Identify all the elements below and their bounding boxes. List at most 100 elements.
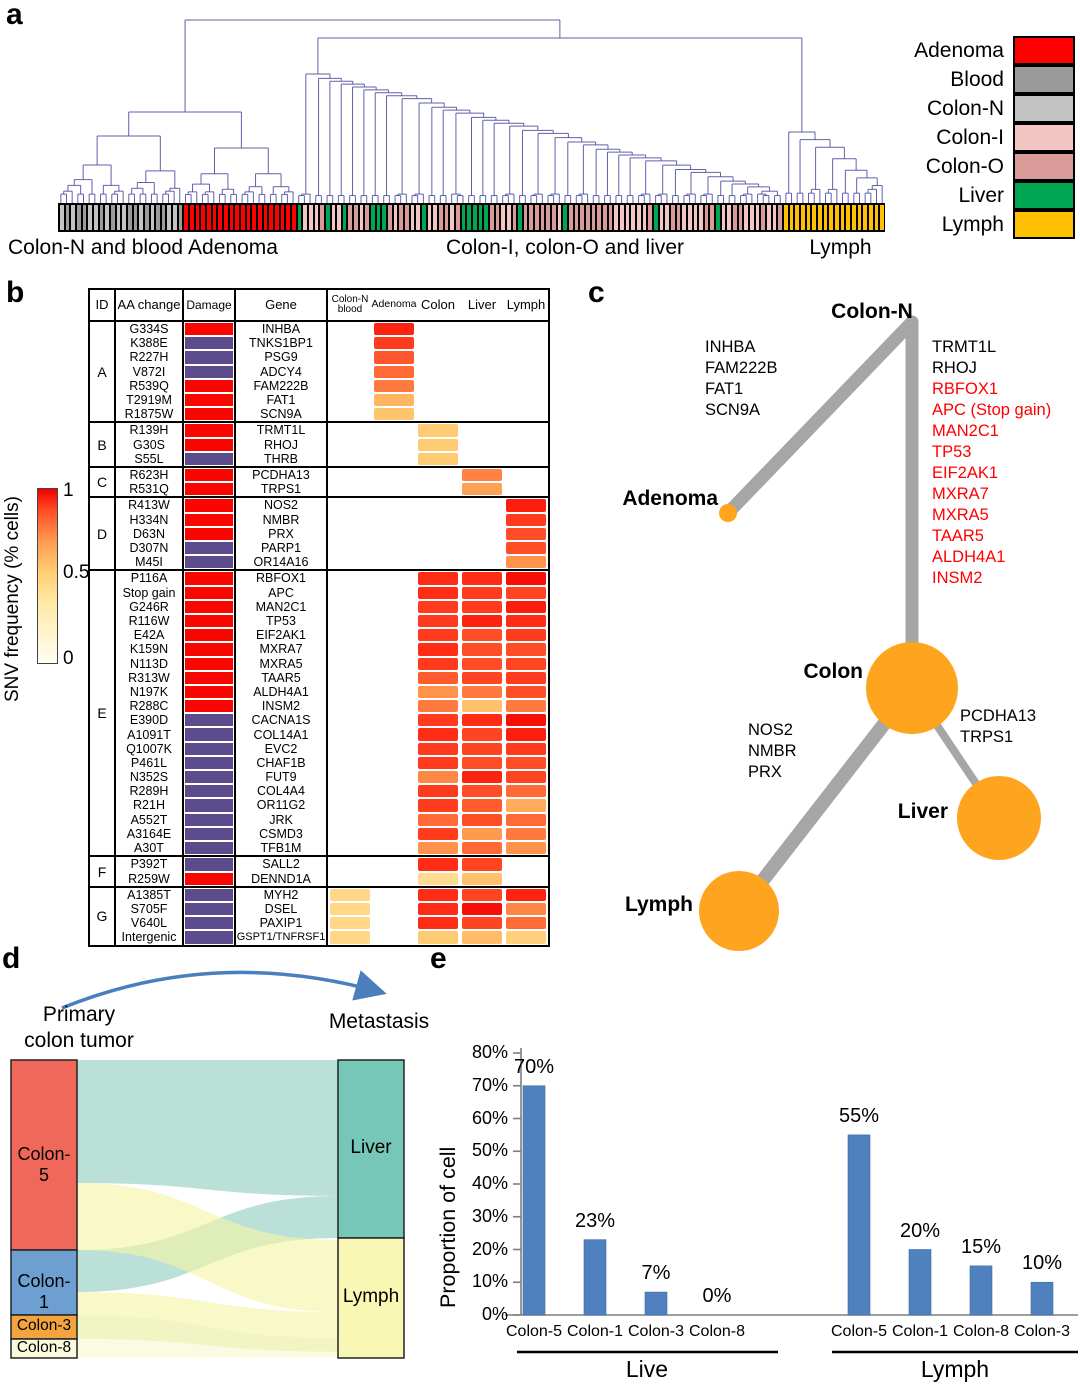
leaf-adenoma	[223, 204, 229, 231]
leaf-adenoma	[211, 204, 218, 231]
y-tick-label: 60%	[471, 1107, 508, 1128]
gene-cell: THRB	[263, 451, 299, 466]
heat-cell-liver	[460, 813, 504, 827]
heat-value	[418, 742, 458, 755]
gene-cell: CSMD3	[259, 826, 303, 841]
heat-cell-adenoma	[372, 541, 416, 555]
damage-cell	[184, 423, 234, 437]
leaf-colon-i	[766, 204, 772, 231]
leaf-colon-n	[121, 204, 127, 231]
leaf-colon-n	[70, 204, 76, 231]
damage-bar-purple	[185, 365, 233, 378]
heat-cell-colon	[416, 642, 460, 656]
leaf-colon-n	[172, 204, 178, 231]
damage-cell	[184, 452, 234, 466]
heat-value	[418, 643, 458, 656]
aa-change-cell: P116A	[130, 571, 168, 586]
heat-value	[418, 629, 458, 642]
heat-cell-cnb	[328, 365, 372, 379]
aa-change-cell: A1091T	[127, 727, 171, 742]
heat-value	[506, 556, 546, 569]
legend-row: Blood	[886, 65, 1075, 94]
leaf-colon-i	[392, 204, 399, 231]
leaf-colon-i	[624, 204, 631, 231]
heat-cell-adenoma	[372, 770, 416, 784]
gene-cell: SCN9A	[260, 407, 302, 422]
column-header-damage: Damage	[184, 290, 236, 320]
heat-value	[462, 742, 502, 755]
heat-column-cnb	[328, 571, 372, 855]
heat-cell-lymph	[504, 571, 548, 585]
leaf-colon-o	[387, 204, 393, 231]
heat-cell-lymph	[504, 770, 548, 784]
heat-cell-cnb	[328, 657, 372, 671]
legend-label: Colon-O	[925, 155, 1004, 178]
leaf-colon-i	[635, 204, 642, 231]
group-label-lymph: Lymph	[920, 1356, 990, 1382]
heat-value	[462, 813, 502, 826]
heat-cell-colon	[416, 350, 460, 364]
heat-cell-lymph	[504, 628, 548, 642]
heat-cell-colon	[416, 379, 460, 393]
bar-value-label: 0%	[702, 1285, 732, 1307]
heat-cell-colon	[416, 555, 460, 569]
heat-value	[418, 671, 458, 684]
heat-cell-cnb	[328, 930, 372, 944]
sankey-flow-colon-5-to-lymph	[77, 1183, 338, 1312]
leaf-lymph	[873, 204, 880, 231]
heat-column-lymph	[504, 888, 548, 945]
heat-cell-colon	[416, 407, 460, 421]
mutation-group-C: C R623H R531Q PCDHA13 TRPS1	[90, 467, 548, 499]
leaf-colon-o	[585, 204, 591, 231]
sankey-source-title: Primary colon tumor	[24, 1003, 134, 1052]
heat-value	[506, 499, 546, 512]
aa-change-cell: A552T	[130, 812, 168, 827]
heat-cell-liver	[460, 685, 504, 699]
leaf-colon-o	[488, 204, 495, 231]
heat-cell-adenoma	[372, 902, 416, 916]
bar-value-label: 55%	[838, 1104, 880, 1127]
heat-cell-adenoma	[372, 916, 416, 930]
heat-column-adenoma	[372, 571, 416, 855]
y-tick-label: 70%	[471, 1074, 508, 1095]
leaf-colon-i	[726, 204, 733, 231]
heat-cell-lymph	[504, 393, 548, 407]
damage-cell	[184, 379, 234, 393]
gene-item: INSM2	[932, 569, 983, 587]
damage-bar-purple	[185, 728, 233, 741]
leaf-colon-o	[347, 204, 354, 231]
heat-cell-adenoma	[372, 600, 416, 614]
leaf-colon-i	[415, 204, 421, 231]
leaf-liver	[652, 204, 659, 231]
heat-cell-adenoma	[372, 336, 416, 350]
leaf-liver	[483, 204, 489, 231]
heat-cell-colon	[416, 482, 460, 496]
gene-cell: SALL2	[262, 857, 300, 872]
leaf-colon-i	[743, 204, 750, 231]
legend-swatch	[1013, 181, 1075, 210]
heat-value	[418, 841, 458, 855]
heat-value	[462, 671, 502, 684]
leaf-colon-o	[404, 204, 410, 231]
gene-item: RHOJ	[932, 359, 977, 377]
leaf-liver	[715, 204, 721, 231]
dendrogram-leaf-strip	[58, 203, 885, 232]
gene-item: FAT1	[705, 380, 744, 398]
column-header-liver: Liver	[467, 297, 497, 313]
damage-cell	[184, 713, 234, 727]
heat-value	[330, 888, 370, 901]
damage-bar-red	[185, 513, 233, 526]
gene-cell: PAXIP1	[259, 916, 303, 931]
heat-column-lymph	[504, 498, 548, 569]
heat-cell-adenoma	[372, 527, 416, 541]
leaf-colon-i	[449, 204, 455, 231]
heat-cell-liver	[460, 498, 504, 512]
sankey-target-label: Liver	[350, 1137, 392, 1158]
sankey-source-label: Colon-3	[16, 1317, 72, 1335]
damage-cell	[184, 770, 234, 784]
gene-column: MYH2 DSEL PAXIP1 GSPT1/TNFRSF1	[236, 887, 328, 945]
damage-cell	[184, 322, 234, 336]
legend-swatch	[1013, 65, 1075, 94]
heat-column-colon	[416, 423, 460, 466]
sankey-target-title: Metastasis	[328, 1010, 430, 1033]
